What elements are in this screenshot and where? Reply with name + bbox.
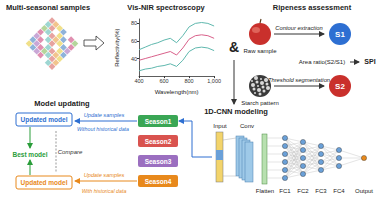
svg-text:Season4: Season4 — [145, 178, 172, 185]
svg-text:Season2: Season2 — [145, 138, 172, 145]
svg-text:Input: Input — [213, 123, 227, 129]
svg-text:Raw sample: Raw sample — [243, 48, 277, 54]
svg-text:FC4: FC4 — [333, 188, 345, 194]
svg-text:FC1: FC1 — [279, 188, 291, 194]
svg-text:60: 60 — [131, 38, 137, 44]
svg-text:Update samples: Update samples — [84, 172, 125, 178]
svg-text:Flatten: Flatten — [256, 188, 274, 194]
svg-text:FC2: FC2 — [297, 188, 309, 194]
svg-text:Conv: Conv — [240, 123, 254, 129]
svg-text:Updated model: Updated model — [21, 179, 68, 187]
svg-text:With historical data: With historical data — [82, 188, 127, 194]
svg-text:Starch pattern: Starch pattern — [241, 100, 279, 106]
svg-text:Ripeness assessment: Ripeness assessment — [273, 3, 352, 12]
svg-text:SPI: SPI — [364, 58, 375, 65]
svg-text:Wavelength(nm): Wavelength(nm) — [155, 89, 199, 95]
svg-text:Contour extraction: Contour extraction — [275, 25, 322, 31]
svg-text:Area ratio(S2/S1): Area ratio(S2/S1) — [299, 59, 345, 65]
svg-text:Best model: Best model — [12, 151, 47, 158]
svg-text:Vis-NIR spectroscopy: Vis-NIR spectroscopy — [127, 3, 205, 12]
svg-text:Reflectivity(%): Reflectivity(%) — [114, 28, 120, 66]
svg-text:Season3: Season3 — [145, 158, 172, 165]
svg-text:Model updating: Model updating — [34, 99, 90, 108]
svg-text:FC3: FC3 — [315, 188, 327, 194]
svg-text:Output: Output — [355, 188, 373, 194]
svg-text:800: 800 — [184, 78, 193, 84]
svg-text:Multi-seasonal samples: Multi-seasonal samples — [6, 3, 90, 12]
svg-text:Update samples: Update samples — [84, 112, 125, 118]
svg-text:Without historical data: Without historical data — [77, 126, 129, 132]
svg-text:1D-CNN modeling: 1D-CNN modeling — [204, 107, 268, 116]
svg-text:S1: S1 — [335, 30, 345, 39]
svg-text:Updated model: Updated model — [21, 116, 68, 124]
svg-text:80: 80 — [131, 20, 137, 26]
svg-text:600: 600 — [159, 78, 168, 84]
svg-text:S2: S2 — [335, 82, 345, 91]
svg-text:Threshold segmentation: Threshold segmentation — [268, 77, 330, 83]
svg-text:&: & — [229, 39, 239, 55]
svg-text:1,000: 1,000 — [207, 78, 221, 84]
svg-text:40: 40 — [131, 56, 137, 62]
svg-text:Compare: Compare — [58, 149, 83, 155]
svg-text:400: 400 — [134, 78, 143, 84]
svg-text:Season1: Season1 — [145, 118, 172, 125]
